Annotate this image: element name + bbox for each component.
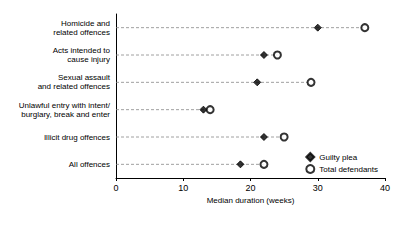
svg-text:Median duration (weeks): Median duration (weeks) [207,196,295,205]
svg-text:related offences: related offences [53,28,110,37]
svg-text:10: 10 [178,183,188,193]
svg-text:and related offences: and related offences [38,82,110,91]
svg-text:Total defendants: Total defendants [319,165,378,174]
svg-text:20: 20 [245,183,255,193]
svg-text:0: 0 [113,183,118,193]
svg-text:Guilty plea: Guilty plea [319,153,357,162]
svg-text:All offences: All offences [69,160,110,169]
svg-text:cause injury: cause injury [67,55,110,64]
svg-text:40: 40 [380,183,390,193]
svg-text:Homicide and: Homicide and [61,19,110,28]
svg-text:30: 30 [313,183,323,193]
svg-text:burglary, break and enter: burglary, break and enter [21,110,110,119]
svg-text:Sexual assault: Sexual assault [58,73,111,82]
svg-text:Unlawful entry with intent/: Unlawful entry with intent/ [19,101,111,110]
svg-text:Acts intended to: Acts intended to [53,46,111,55]
svg-text:Illicit drug offences: Illicit drug offences [44,133,110,142]
